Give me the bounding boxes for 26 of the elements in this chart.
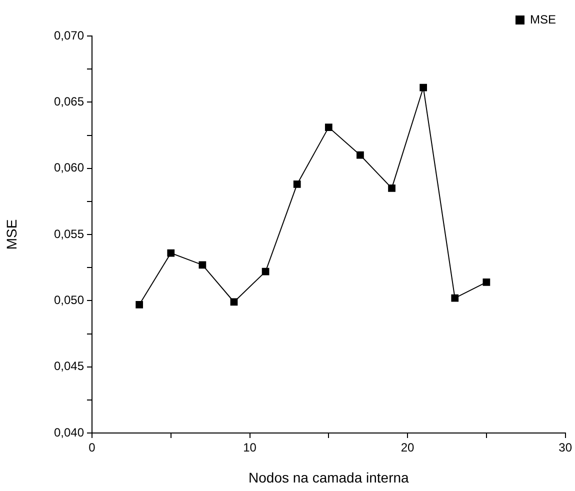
x-tick-label: 20 xyxy=(400,440,415,455)
x-tick-label: 30 xyxy=(558,440,572,455)
y-tick-label: 0,040 xyxy=(54,425,84,440)
point xyxy=(230,298,238,306)
y-tick-label: 0,045 xyxy=(54,359,84,374)
point xyxy=(293,180,301,188)
y-tick-label: 0,065 xyxy=(54,94,84,108)
point xyxy=(482,278,490,286)
y-tick-label: 0,050 xyxy=(54,292,84,307)
point xyxy=(198,261,206,269)
point xyxy=(451,294,459,302)
y-tick-label: 0,060 xyxy=(54,160,84,175)
y-axis-title: MSE xyxy=(3,219,20,250)
point xyxy=(388,184,396,192)
point xyxy=(136,300,144,308)
point xyxy=(167,249,175,257)
legend-label: MSE xyxy=(530,12,556,26)
y-tick-label: 0,070 xyxy=(54,28,84,42)
x-tick-label: 10 xyxy=(243,440,257,455)
point xyxy=(324,124,332,131)
point xyxy=(356,151,364,159)
x-tick-label: 0 xyxy=(88,440,96,455)
point xyxy=(262,268,270,276)
point xyxy=(420,84,428,92)
x-axis-title: Nodos na camada interna xyxy=(248,469,410,486)
y-tick-label: 0,055 xyxy=(54,226,84,241)
